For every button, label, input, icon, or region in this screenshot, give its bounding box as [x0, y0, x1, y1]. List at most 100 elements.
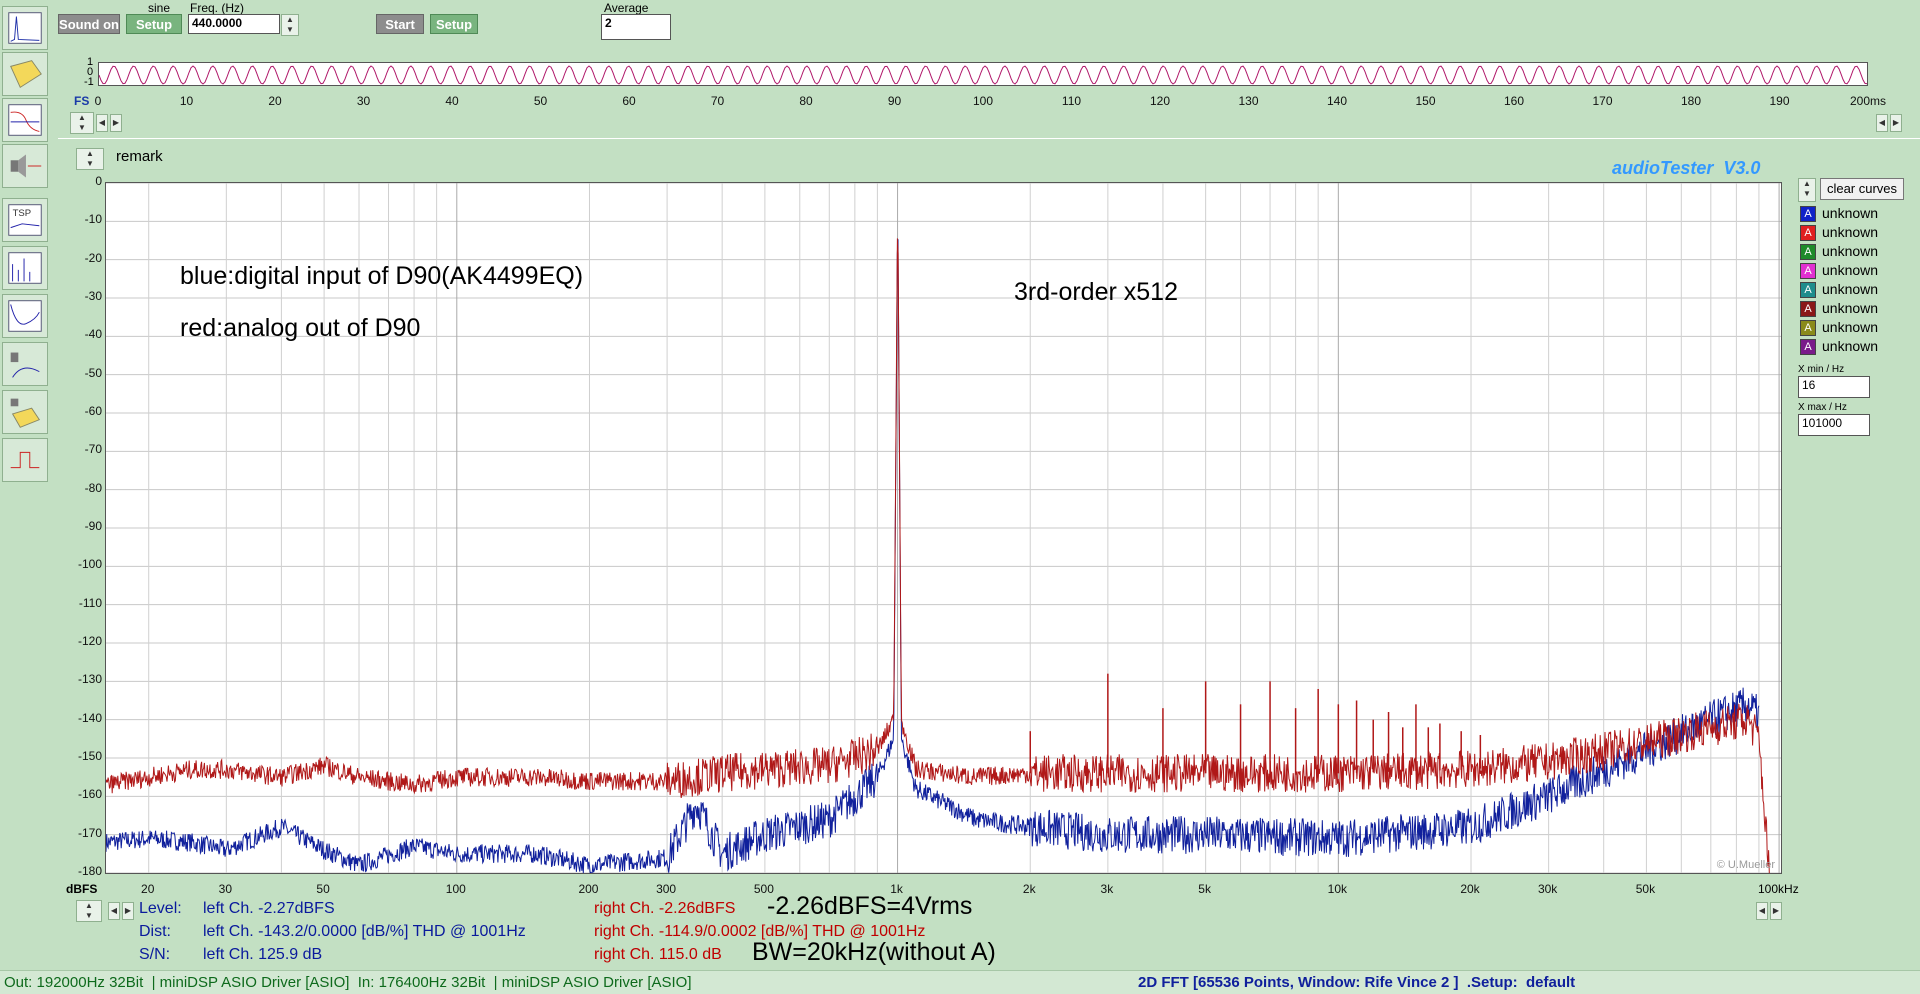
tool-spectrum-button[interactable]	[2, 246, 48, 290]
time-tick-label: 170	[1592, 94, 1613, 108]
tool-step-button[interactable]	[2, 438, 48, 482]
freq-scroll-left[interactable]: ◀	[108, 902, 120, 920]
freq-input[interactable]: 440.0000	[188, 14, 280, 34]
status-io: Out: 192000Hz 32Bit | miniDSP ASIO Drive…	[4, 974, 692, 991]
freq-stepper[interactable]: ▲ ▼	[281, 14, 299, 36]
signal-setup-button[interactable]: Setup	[126, 14, 182, 34]
x-tick-label: 200	[578, 882, 599, 896]
time-tick-label: 90	[887, 94, 902, 108]
y-tick-label: -90	[84, 519, 102, 533]
clear-curves-button[interactable]: clear curves	[1820, 178, 1904, 200]
time-tick-label: 130	[1238, 94, 1259, 108]
xmin-input[interactable]: 16	[1798, 376, 1870, 398]
average-label: Average	[604, 1, 649, 15]
setup-button[interactable]: Setup	[430, 14, 478, 34]
legend-swatch[interactable]: A	[1800, 320, 1816, 336]
y-tick-label: -150	[77, 749, 102, 763]
svg-text:TSP: TSP	[13, 208, 32, 219]
legend-label: unknown	[1822, 224, 1879, 240]
time-tick-label: 60	[622, 94, 636, 108]
time-tick-label: 0	[94, 94, 102, 108]
series-line-1	[105, 239, 1760, 875]
start-button[interactable]: Start	[376, 14, 424, 34]
tool-map-button[interactable]	[2, 52, 48, 96]
x-tick-label: 300	[656, 882, 677, 896]
y-tick-label: -20	[84, 250, 102, 265]
legend-swatch[interactable]: A	[1800, 225, 1816, 241]
sn-left-value: left Ch. 125.9 dB	[203, 946, 323, 963]
time-scroll-right-end[interactable]: ▶	[1890, 114, 1902, 132]
time-tick-label: 120	[1149, 94, 1171, 108]
sound-on-button[interactable]: Sound on	[58, 14, 120, 34]
y-tick-label: -30	[84, 289, 102, 303]
time-tick-label: 70	[710, 94, 725, 108]
legend-swatch[interactable]: A	[1800, 282, 1816, 298]
legend-label: unknown	[1822, 243, 1879, 259]
legend-label: unknown	[1822, 319, 1879, 335]
time-waveform-line	[99, 65, 1867, 85]
time-tick-label: 180	[1680, 94, 1702, 108]
y-tick-label: -110	[78, 595, 102, 610]
y-tick-label: -70	[84, 442, 102, 457]
tool-map2-button[interactable]	[2, 390, 48, 434]
tool-response-button[interactable]	[2, 98, 48, 142]
series-line-0	[105, 238, 1770, 874]
legend-swatch[interactable]: A	[1800, 206, 1816, 222]
fft-icon	[8, 12, 42, 44]
freq-scroll-left-end[interactable]: ◀	[1756, 902, 1768, 920]
tool-impedance-button[interactable]	[2, 294, 48, 338]
speaker-map-icon	[10, 398, 41, 428]
tool-fft-button[interactable]	[2, 6, 48, 50]
legend-stepper[interactable]: ▲ ▼	[1798, 178, 1816, 202]
x-tick-label: 20k	[1460, 882, 1480, 896]
x-end-label: 100kHz	[1758, 882, 1799, 896]
tool-speaker-button[interactable]	[2, 144, 48, 188]
freq-zoom-stepper[interactable]: ▲ ▼	[76, 900, 102, 922]
freq-scroll-right-end[interactable]: ▶	[1770, 902, 1782, 920]
x-tick-label: 1k	[890, 882, 903, 896]
x-tick-label: 10k	[1327, 882, 1348, 896]
legend-label: unknown	[1822, 338, 1879, 354]
time-tick-label: 30	[356, 94, 371, 108]
level-note: -2.26dBFS=4Vrms	[767, 892, 973, 920]
xmax-input[interactable]: 101000	[1798, 414, 1870, 436]
time-scroll-left-end[interactable]: ◀	[1876, 114, 1888, 132]
y-tick-label: -140	[77, 710, 102, 725]
average-input[interactable]: 2	[601, 14, 671, 40]
time-tick-label: 80	[799, 94, 813, 108]
dist-label: Dist:	[139, 923, 171, 940]
tool-speaker2-button[interactable]	[2, 342, 48, 386]
time-zoom-stepper[interactable]: ▲ ▼	[70, 112, 94, 134]
time-tick-label: 40	[445, 94, 459, 108]
xmin-label: X min / Hz	[1798, 364, 1845, 375]
x-tick-label: 5k	[1198, 882, 1211, 896]
time-tick-label: 150	[1415, 94, 1436, 108]
level-left-value: left Ch. -2.27dBFS	[203, 900, 335, 917]
time-scroll-right[interactable]: ▶	[110, 114, 122, 132]
legend-swatch[interactable]: A	[1800, 244, 1816, 260]
annotation-order: 3rd-order x512	[1014, 278, 1178, 306]
legend-swatch[interactable]: A	[1800, 339, 1816, 355]
time-scroll-left[interactable]: ◀	[96, 114, 108, 132]
x-tick-label: 50	[316, 882, 330, 896]
spectrum-icon	[8, 252, 42, 284]
y-tick-label: -100	[77, 557, 102, 572]
legend-swatch[interactable]: A	[1800, 263, 1816, 279]
sn-note: BW=20kHz(without A)	[752, 938, 996, 966]
x-tick-label: 30	[218, 882, 233, 896]
y-tick-label: 0	[95, 174, 102, 188]
time-tick-label: 110	[1061, 94, 1082, 108]
response-icon	[8, 104, 42, 136]
remark-stepper[interactable]: ▲ ▼	[76, 148, 104, 170]
legend-swatch[interactable]: A	[1800, 301, 1816, 317]
tool-tsp-button[interactable]: TSP	[2, 198, 48, 242]
time-y-tick-1: 1	[87, 56, 94, 68]
freq-label: Freq. (Hz)	[190, 1, 244, 15]
impedance-icon	[8, 300, 42, 332]
time-waveform	[98, 62, 1868, 86]
y-tick-label: -160	[77, 787, 102, 802]
time-tick-label: 20	[268, 94, 282, 108]
legend-label: unknown	[1822, 262, 1879, 278]
freq-scroll-right[interactable]: ▶	[122, 902, 134, 920]
tsp-icon: TSP	[8, 204, 42, 236]
